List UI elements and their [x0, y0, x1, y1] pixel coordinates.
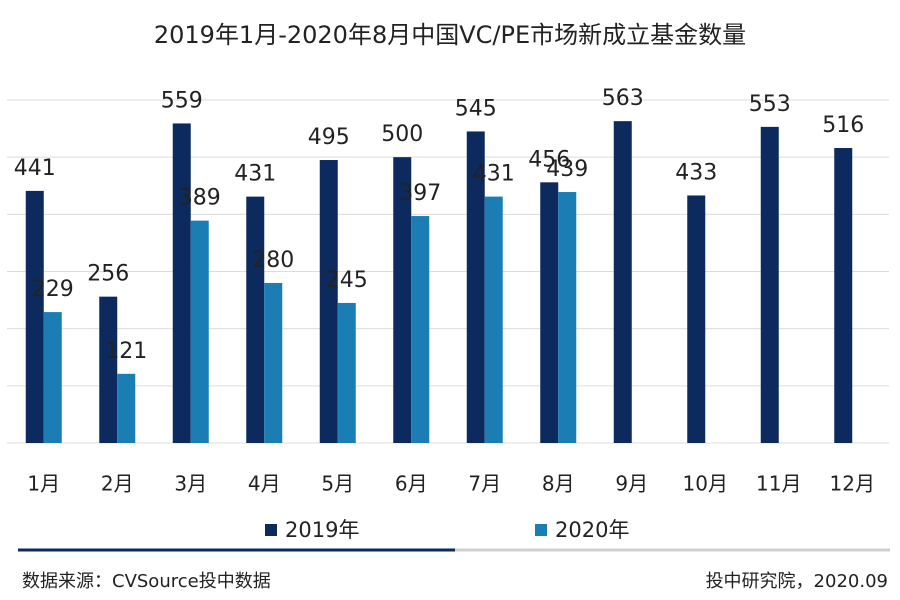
data-label: 433: [675, 160, 717, 185]
data-label: 563: [602, 86, 644, 111]
data-label: 439: [546, 157, 588, 182]
publisher-note: 投中研究院，2020.09: [706, 571, 888, 592]
x-tick-label: 6月: [395, 472, 428, 496]
data-label: 431: [234, 162, 276, 187]
data-label: 245: [326, 268, 368, 293]
data-label: 280: [252, 248, 294, 273]
data-label: 516: [822, 113, 864, 138]
x-tick-label: 7月: [468, 472, 501, 496]
data-label: 441: [14, 156, 56, 181]
bar: [337, 302, 356, 443]
bar: [834, 148, 853, 443]
bar: [264, 282, 283, 443]
data-label: 389: [179, 186, 221, 211]
bar: [687, 195, 706, 443]
bar: [99, 296, 118, 443]
data-label: 495: [308, 125, 350, 150]
x-tick-label: 8月: [542, 472, 575, 496]
x-tick-label: 2月: [101, 472, 134, 496]
bar: [540, 182, 559, 443]
bar: [43, 312, 62, 443]
bar: [411, 216, 430, 443]
chart-title: 2019年1月-2020年8月中国VC/PE市场新成立基金数量: [154, 21, 746, 49]
bar: [466, 131, 485, 444]
x-tick-label: 5月: [321, 472, 354, 496]
bar: [117, 373, 136, 443]
source-note: 数据来源：CVSource投中数据: [22, 571, 271, 592]
data-label: 553: [749, 92, 791, 117]
data-label: 121: [105, 339, 147, 364]
x-tick-label: 11月: [756, 472, 801, 496]
data-label: 545: [455, 96, 497, 121]
bar: [172, 123, 191, 444]
legend-label: 2019年: [285, 518, 359, 542]
data-label: 431: [473, 162, 515, 187]
bar: [25, 190, 44, 443]
bar: [558, 192, 577, 443]
x-tick-label: 1月: [27, 472, 60, 496]
data-label: 456: [528, 147, 570, 172]
bar: [246, 196, 265, 443]
x-tick-label: 12月: [830, 472, 875, 496]
x-tick-label: 4月: [248, 472, 281, 496]
x-tick-label: 3月: [174, 472, 207, 496]
data-label: 559: [161, 88, 203, 113]
bar: [190, 220, 209, 443]
data-label: 397: [399, 181, 441, 206]
x-tick-label: 10月: [683, 472, 728, 496]
data-label: 500: [381, 122, 423, 147]
bar: [760, 126, 779, 443]
data-label: 256: [87, 262, 129, 287]
x-tick-label: 9月: [615, 472, 648, 496]
data-label: 229: [32, 277, 74, 302]
bar: [393, 157, 412, 443]
legend-swatch: [265, 524, 277, 536]
bar: [484, 196, 503, 443]
bar: [613, 121, 632, 443]
legend-swatch: [535, 524, 547, 536]
legend-label: 2020年: [555, 518, 629, 542]
bar: [319, 160, 338, 443]
